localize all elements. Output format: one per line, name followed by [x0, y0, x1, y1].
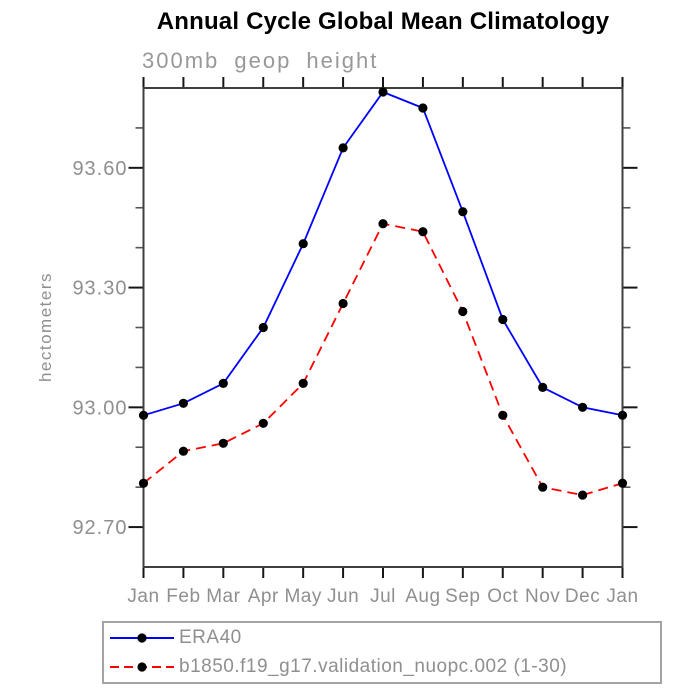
x-tick-label: Sep: [445, 586, 480, 607]
data-point: [617, 410, 628, 420]
legend-item-model: b1850.f19_g17.validation_nuopc.002 (1-30…: [107, 653, 660, 681]
data-point: [218, 438, 228, 448]
plot-border: [142, 87, 624, 568]
legend-box: ERA40 b1850.f19_g17.validation_nuopc.002…: [102, 621, 662, 684]
data-point: [138, 478, 149, 488]
plot-area: 92.70 93.00 93.30 93.60 Jan Feb Mar Apr May Jun Ju…: [72, 77, 638, 607]
legend-label-era40: ERA40: [179, 626, 242, 648]
data-point: [218, 378, 228, 388]
model-line-swatch-icon: [110, 662, 174, 672]
data-point: [418, 103, 428, 113]
chart-title: Annual Cycle Global Mean Climatology: [156, 8, 610, 35]
data-point: [617, 478, 628, 488]
x-tick-label: Oct: [487, 586, 518, 607]
data-point: [258, 418, 268, 428]
legend-label-model: b1850.f19_g17.validation_nuopc.002 (1-30…: [179, 656, 568, 678]
series-line: [143, 90, 623, 417]
chart-subtitle: 300mb geop height: [142, 48, 379, 73]
data-point: [258, 322, 268, 333]
era40-swatch-marker-icon: [137, 633, 147, 643]
x-axis-ticks: Jan Feb Mar Apr May Jun Jul Aug Sep Oct Nov Dec Jan: [127, 77, 638, 607]
x-tick-label: Apr: [248, 586, 279, 607]
y-tick-label: 92.70: [72, 517, 127, 539]
x-tick-label: Nov: [525, 586, 560, 607]
x-tick-label: Dec: [565, 586, 600, 607]
y-axis-ticks: 92.70 93.00 93.30 93.60: [72, 127, 638, 539]
model-swatch-marker-icon: [137, 662, 147, 672]
x-tick-label: Jan: [606, 586, 638, 607]
data-point: [538, 382, 548, 392]
data-point: [578, 490, 588, 500]
legend-item-era40: ERA40: [107, 624, 660, 652]
data-point: [458, 306, 468, 317]
data-point: [178, 446, 188, 456]
x-tick-label: May: [284, 586, 321, 607]
data-point: [498, 314, 508, 325]
data-point: [538, 482, 548, 492]
data-point: [138, 410, 149, 420]
data-point: [458, 207, 468, 217]
x-tick-label: Aug: [405, 586, 440, 607]
data-point: [378, 87, 388, 97]
series-model: [138, 219, 628, 500]
data-point: [178, 398, 188, 408]
data-point: [498, 410, 508, 420]
x-tick-label: Jan: [127, 586, 159, 607]
data-point: [378, 219, 388, 229]
series-line: [142, 222, 623, 497]
data-point: [338, 298, 348, 309]
series-era40: [138, 87, 628, 420]
era40-line-swatch-icon: [110, 633, 174, 643]
data-point: [418, 227, 428, 237]
data-point: [338, 143, 348, 153]
y-tick-label: 93.30: [72, 278, 127, 300]
y-tick-label: 93.00: [72, 397, 127, 419]
data-point: [578, 402, 588, 412]
data-point: [298, 239, 308, 249]
y-tick-label: 93.60: [72, 158, 127, 180]
data-point: [298, 378, 308, 388]
x-tick-label: Jul: [370, 586, 396, 607]
x-tick-label: Mar: [206, 586, 240, 607]
x-tick-label: Feb: [166, 586, 200, 607]
x-tick-label: Jun: [327, 586, 359, 607]
